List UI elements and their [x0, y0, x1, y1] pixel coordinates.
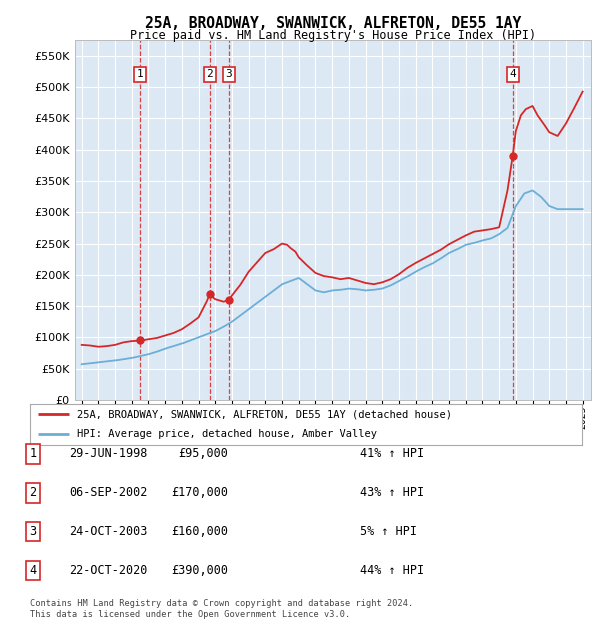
Text: 3: 3 [226, 69, 232, 79]
Text: 24-OCT-2003: 24-OCT-2003 [69, 525, 148, 538]
Text: Contains HM Land Registry data © Crown copyright and database right 2024.
This d: Contains HM Land Registry data © Crown c… [30, 600, 413, 619]
Text: £390,000: £390,000 [171, 564, 228, 577]
Text: £95,000: £95,000 [178, 448, 228, 460]
Text: 43% ↑ HPI: 43% ↑ HPI [360, 487, 424, 499]
Text: Price paid vs. HM Land Registry's House Price Index (HPI): Price paid vs. HM Land Registry's House … [130, 29, 536, 42]
Text: 1: 1 [29, 448, 37, 460]
Text: £170,000: £170,000 [171, 487, 228, 499]
Text: 44% ↑ HPI: 44% ↑ HPI [360, 564, 424, 577]
Text: HPI: Average price, detached house, Amber Valley: HPI: Average price, detached house, Ambe… [77, 430, 377, 440]
Text: 2: 2 [206, 69, 213, 79]
Text: 06-SEP-2002: 06-SEP-2002 [69, 487, 148, 499]
Text: 2: 2 [29, 487, 37, 499]
Text: 22-OCT-2020: 22-OCT-2020 [69, 564, 148, 577]
Text: 41% ↑ HPI: 41% ↑ HPI [360, 448, 424, 460]
Text: 5% ↑ HPI: 5% ↑ HPI [360, 525, 417, 538]
Text: 4: 4 [509, 69, 516, 79]
Text: 4: 4 [29, 564, 37, 577]
Text: 1: 1 [137, 69, 143, 79]
Text: £160,000: £160,000 [171, 525, 228, 538]
Text: 3: 3 [29, 525, 37, 538]
Text: 25A, BROADWAY, SWANWICK, ALFRETON, DE55 1AY (detached house): 25A, BROADWAY, SWANWICK, ALFRETON, DE55 … [77, 409, 452, 419]
Text: 25A, BROADWAY, SWANWICK, ALFRETON, DE55 1AY: 25A, BROADWAY, SWANWICK, ALFRETON, DE55 … [145, 16, 521, 31]
Text: 29-JUN-1998: 29-JUN-1998 [69, 448, 148, 460]
